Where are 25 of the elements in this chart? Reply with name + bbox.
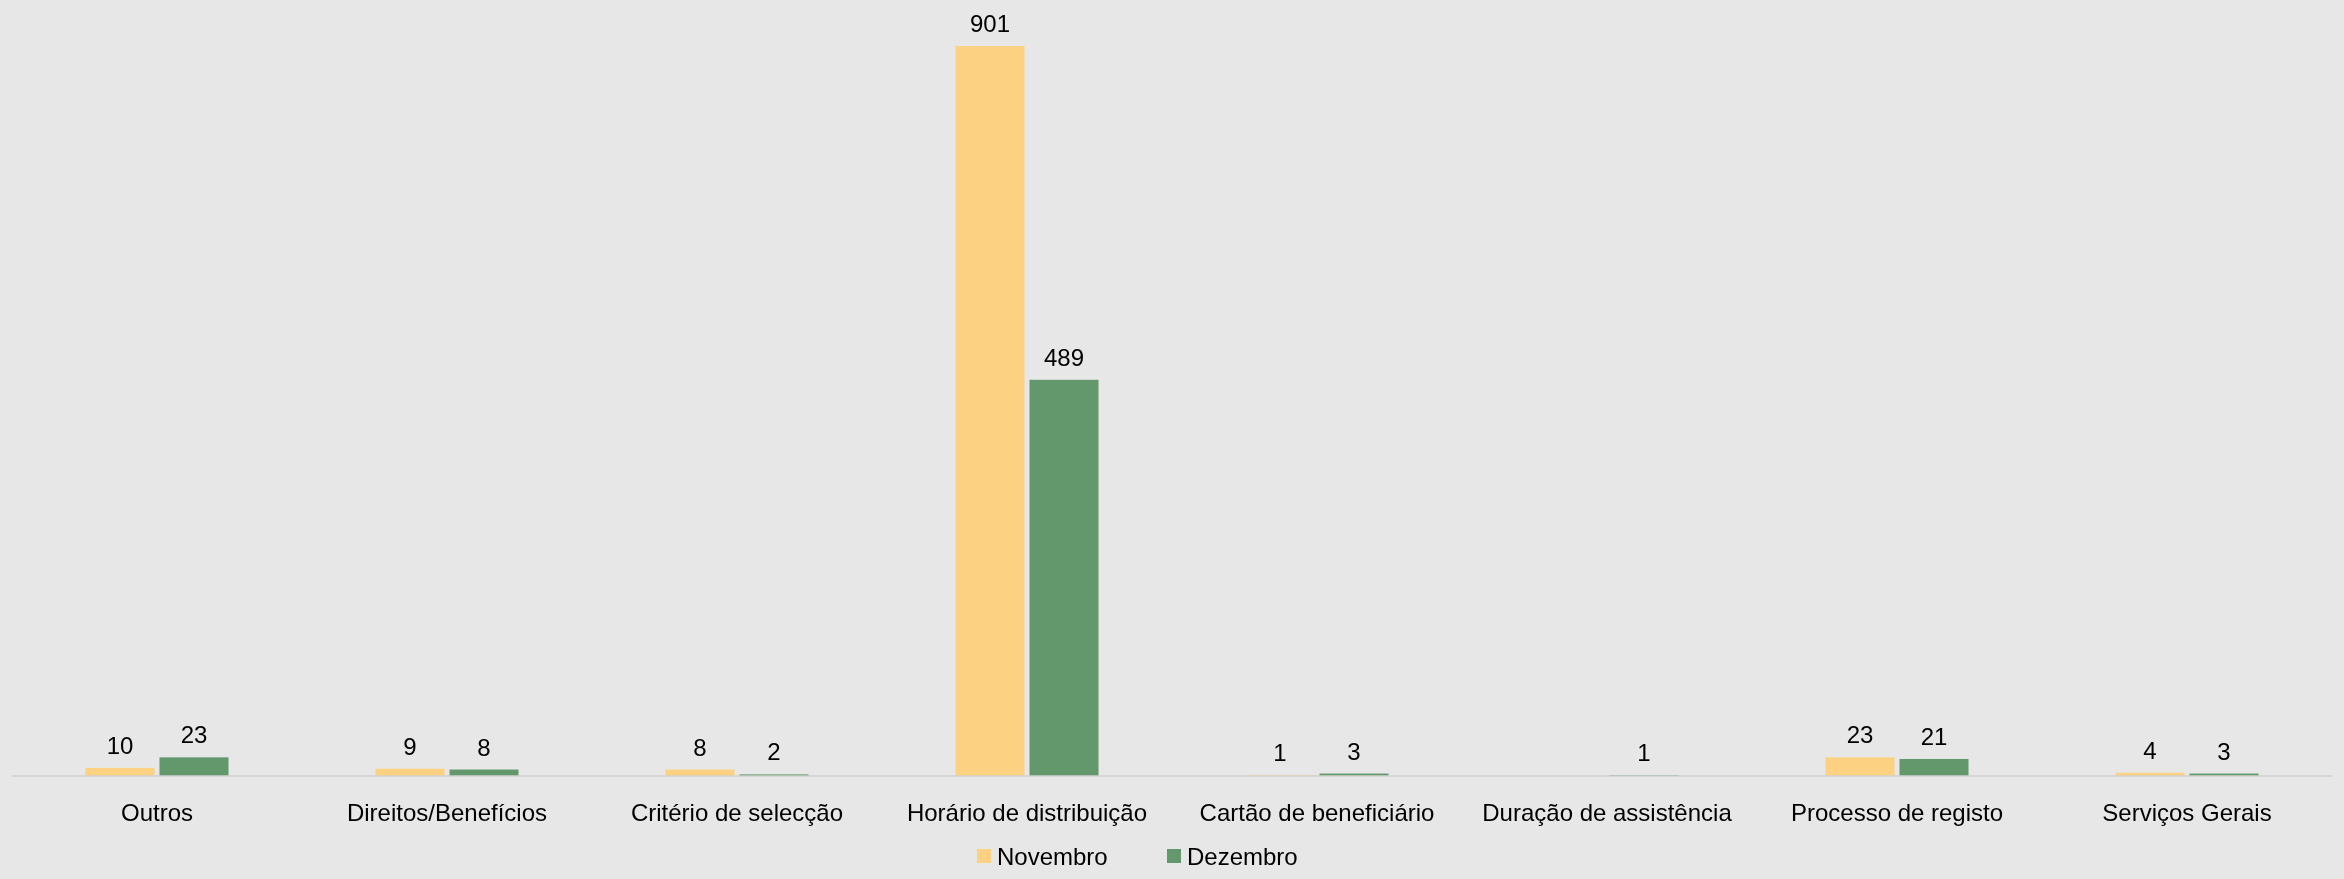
data-label: 901 xyxy=(969,10,1011,37)
data-label: 1 xyxy=(1273,739,1287,767)
x-tick-label: Direitos/Benefícios xyxy=(346,799,548,826)
data-label: 8 xyxy=(477,733,491,761)
legend-label: Dezembro xyxy=(1187,843,1298,870)
data-label: 2 xyxy=(767,738,781,766)
legend-label: Novembro xyxy=(997,843,1108,870)
data-label: 8 xyxy=(693,733,707,761)
data-label: 489 xyxy=(1043,343,1085,371)
x-tick-label: Outros xyxy=(120,799,194,826)
x-tick-label: Duração de assistência xyxy=(1482,799,1733,826)
data-label: 4 xyxy=(2143,736,2157,764)
data-label: 23 xyxy=(1846,721,1874,749)
data-label: 3 xyxy=(1347,737,1361,765)
x-tick-label: Serviços Gerais xyxy=(2102,799,2272,826)
data-label: 10 xyxy=(106,731,134,759)
data-label: 9 xyxy=(403,732,417,760)
data-label: 23 xyxy=(180,721,208,749)
x-tick-label: Horário de distribuição xyxy=(906,799,1148,826)
x-tick-label: Processo de registo xyxy=(1790,799,2004,826)
data-label: 3 xyxy=(2217,737,2231,765)
x-tick-label: Critério de selecção xyxy=(630,799,844,826)
data-label: 1 xyxy=(1637,739,1651,767)
x-tick-label: Cartão de beneficiário xyxy=(1199,799,1435,826)
data-label: 21 xyxy=(1920,722,1948,750)
